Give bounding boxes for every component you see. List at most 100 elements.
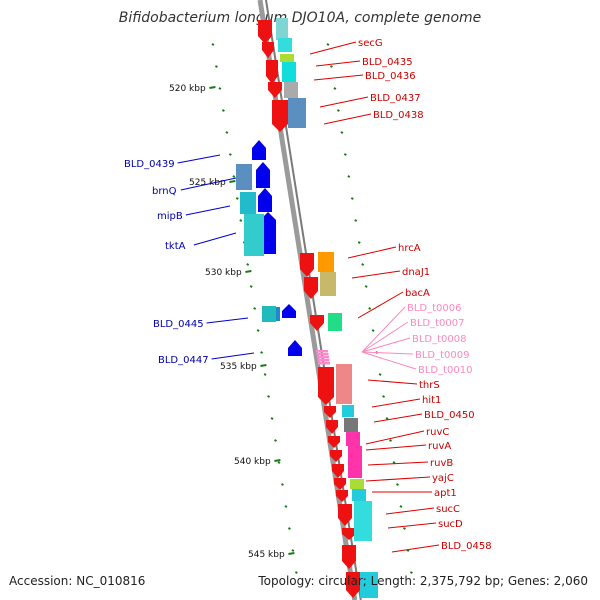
cog-category-bar — [244, 214, 264, 256]
scale-tick — [399, 505, 403, 508]
scale-tick — [277, 461, 281, 464]
cds-forward-arrow — [342, 545, 356, 569]
gene-label-reverse: mipB — [157, 211, 183, 222]
gene-label-leader — [373, 413, 423, 423]
cds-forward-arrow — [300, 253, 314, 277]
cog-category-bar — [320, 272, 336, 296]
rna-label-leader — [361, 351, 417, 370]
gene-label-forward: ruvA — [428, 441, 451, 452]
rna-label-leader — [361, 337, 411, 353]
cog-category-bar — [352, 489, 366, 501]
gene-label-forward: BLD_0458 — [441, 541, 492, 552]
cds-forward-arrow — [332, 464, 344, 478]
cog-category-bar — [344, 418, 358, 432]
cds-forward-arrow — [338, 504, 352, 526]
scale-tick — [294, 571, 298, 574]
scale-tick — [364, 285, 368, 288]
cog-category-bar — [236, 164, 252, 190]
scale-tick — [256, 329, 260, 332]
scale-tick — [263, 373, 267, 376]
cds-forward-arrow — [328, 436, 340, 448]
gene-label-leader — [193, 232, 237, 246]
cds-reverse-arrow — [288, 340, 302, 356]
scale-tick — [221, 109, 225, 112]
scale-tick — [228, 153, 232, 156]
scale-tick — [260, 351, 264, 354]
gene-label-leader — [309, 41, 357, 55]
scale-label-tick — [209, 86, 216, 89]
gene-label-leader — [367, 379, 418, 385]
gene-label-reverse: brnQ — [152, 186, 177, 197]
scale-tick — [235, 197, 239, 200]
cds-forward-arrow — [258, 20, 272, 44]
cog-category-bar — [354, 501, 372, 541]
gene-label-leader — [371, 398, 421, 408]
gene-label-forward: BLD_0436 — [365, 71, 416, 82]
scale-label-tick — [229, 180, 236, 183]
scale-tick — [274, 439, 277, 442]
cds-forward-arrow — [272, 100, 288, 132]
cog-category-bar — [282, 62, 296, 82]
cog-category-bar — [240, 192, 256, 214]
scale-tick — [253, 307, 257, 310]
gene-label-leader — [319, 96, 369, 108]
scale-tick — [284, 505, 288, 508]
scale-tick — [340, 131, 344, 134]
scale-tick — [378, 373, 382, 376]
cog-category-bar — [280, 54, 294, 62]
gene-label-leader — [365, 444, 427, 451]
cog-category-bar — [262, 306, 276, 322]
scale-label-tick — [288, 552, 295, 555]
rna-feature — [316, 353, 329, 356]
gene-label-rna: BLD_t0009 — [415, 350, 470, 361]
gene-label-leader — [365, 476, 431, 482]
gene-label-leader — [211, 352, 255, 360]
gene-label-forward: BLD_0438 — [373, 110, 424, 121]
gene-label-leader — [313, 74, 364, 81]
scale-label-tick — [260, 364, 267, 367]
scale-label: 540 kbp — [234, 457, 271, 467]
gene-label-forward: sucD — [438, 519, 463, 530]
gene-label-forward: BLD_0435 — [362, 57, 413, 68]
cog-category-bar — [318, 252, 334, 272]
cds-forward-arrow — [342, 528, 356, 540]
scale-tick — [402, 527, 406, 530]
gene-label-forward: ruvB — [430, 458, 453, 469]
gene-label-leader — [391, 544, 440, 553]
scale-tick — [350, 197, 354, 200]
cog-category-bar — [278, 38, 292, 52]
cds-forward-arrow — [324, 406, 336, 418]
gene-label-forward: bacA — [405, 288, 430, 299]
gene-label-leader — [357, 291, 404, 319]
scale-tick — [392, 461, 396, 464]
gene-label-leader — [385, 507, 435, 515]
scale-tick — [409, 571, 413, 574]
scale-tick — [333, 87, 337, 90]
gene-label-leader — [185, 205, 231, 216]
scale-tick — [357, 241, 361, 244]
scale-tick — [343, 153, 347, 156]
gene-label-reverse: BLD_0447 — [158, 355, 209, 366]
cds-forward-arrow — [266, 60, 278, 84]
rna-feature — [316, 350, 328, 353]
cds-reverse-arrow — [282, 304, 296, 318]
cds-forward-arrow — [310, 315, 324, 331]
cds-forward-arrow — [262, 42, 274, 58]
scale-tick — [291, 549, 295, 552]
scale-tick — [354, 219, 358, 222]
scale-tick — [249, 285, 253, 288]
gene-label-leader — [367, 461, 429, 466]
scale-tick — [232, 175, 236, 178]
cog-category-bar — [342, 405, 354, 417]
gene-label-leader — [323, 113, 372, 125]
scale-label: 530 kbp — [205, 268, 242, 278]
cds-forward-arrow — [334, 478, 346, 490]
scale-label-tick — [245, 270, 252, 273]
gene-label-rna: BLD_t0010 — [418, 365, 473, 376]
map-title: Bifidobacterium longum DJO10A, complete … — [118, 10, 482, 26]
gene-label-reverse: BLD_0439 — [124, 159, 175, 170]
cog-category-bar — [276, 307, 280, 321]
gene-label-reverse: tktA — [165, 241, 186, 252]
cog-category-bar — [328, 313, 342, 331]
